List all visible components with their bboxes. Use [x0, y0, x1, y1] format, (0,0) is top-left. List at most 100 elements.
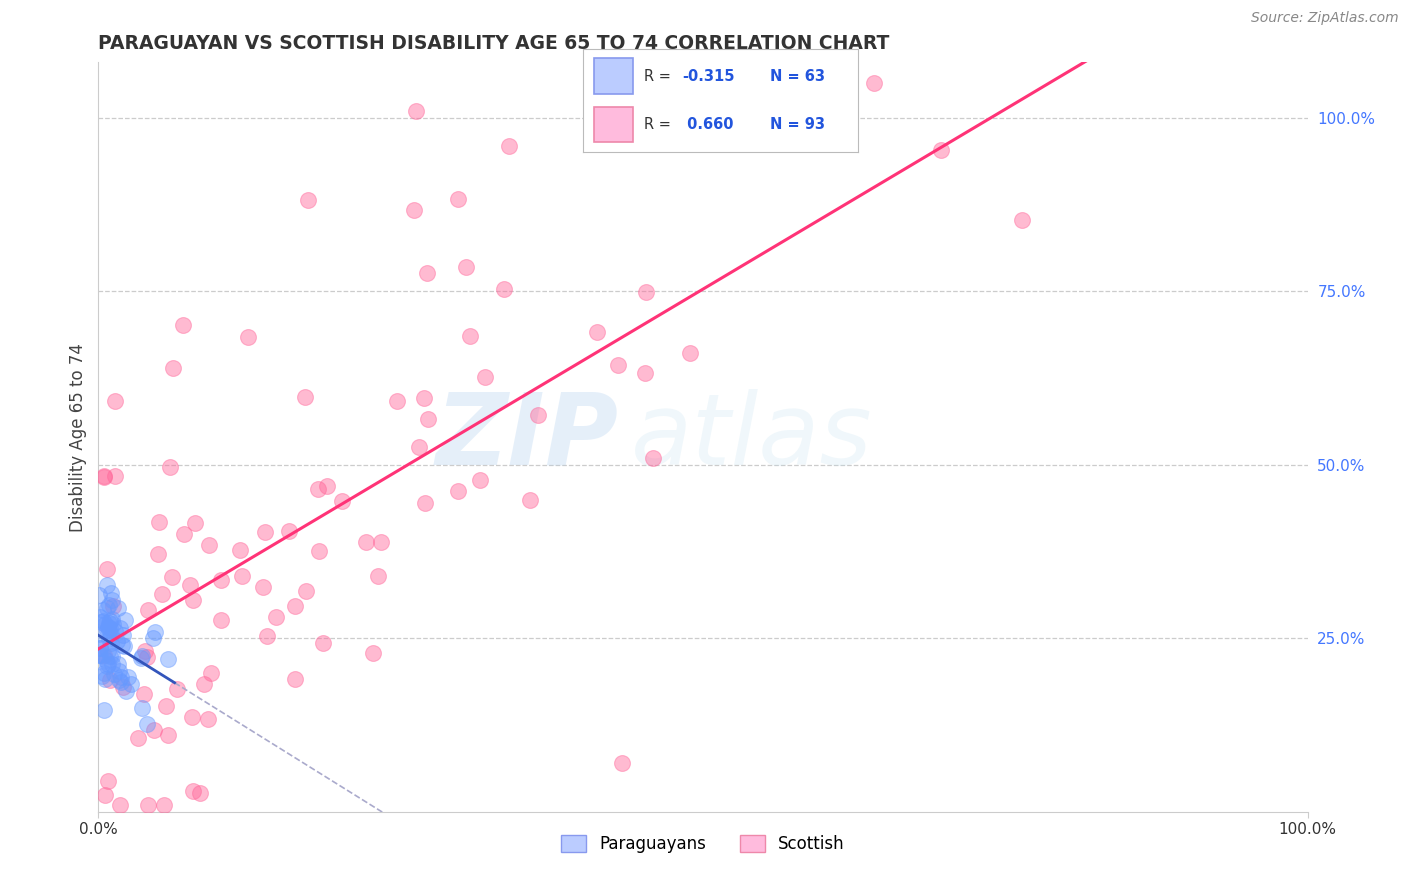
Point — [131, 700, 153, 714]
Point — [100, 585, 122, 599]
Point — [231, 569, 253, 583]
Point — [89, 640, 111, 655]
Point — [100, 635, 122, 649]
Point — [90, 615, 112, 629]
Point — [606, 358, 628, 372]
Point — [413, 496, 436, 510]
Point — [405, 103, 427, 118]
Text: R =: R = — [644, 69, 675, 84]
Point — [136, 602, 159, 616]
Point — [458, 329, 481, 343]
Point — [312, 635, 335, 649]
Point — [307, 483, 329, 497]
Point — [412, 391, 434, 405]
Point — [96, 653, 118, 667]
Point — [94, 617, 117, 632]
Point — [367, 568, 389, 582]
Point — [120, 677, 142, 691]
Point — [315, 479, 337, 493]
Point — [98, 632, 121, 647]
Point — [402, 202, 425, 217]
Point — [155, 699, 177, 714]
Point — [150, 587, 173, 601]
Point — [98, 621, 121, 635]
Point — [134, 643, 156, 657]
Point — [89, 626, 111, 640]
Point — [127, 731, 149, 745]
Point — [108, 664, 131, 678]
Point — [162, 360, 184, 375]
Point — [93, 666, 115, 681]
Text: ZIP: ZIP — [436, 389, 619, 485]
Text: N = 63: N = 63 — [770, 69, 825, 84]
Text: N = 93: N = 93 — [770, 117, 825, 132]
Point — [252, 580, 274, 594]
Point — [98, 614, 121, 628]
Point — [136, 797, 159, 812]
Point — [494, 282, 516, 296]
FancyBboxPatch shape — [595, 106, 633, 143]
Point — [91, 669, 114, 683]
Point — [96, 601, 118, 615]
Text: R =: R = — [644, 117, 675, 132]
Point — [354, 535, 377, 549]
Legend: Paraguayans, Scottish: Paraguayans, Scottish — [554, 828, 852, 860]
Point — [104, 469, 127, 483]
Point — [89, 640, 111, 655]
Point — [108, 621, 131, 635]
Point — [209, 574, 232, 588]
Point — [863, 76, 886, 90]
Point — [98, 615, 121, 630]
Point — [308, 544, 330, 558]
Point — [160, 570, 183, 584]
Point — [179, 578, 201, 592]
Point — [101, 592, 124, 607]
Point — [184, 516, 207, 530]
Point — [87, 648, 110, 663]
Point — [468, 473, 491, 487]
Point — [456, 260, 478, 274]
Point — [156, 652, 179, 666]
Point — [98, 673, 121, 687]
Point — [148, 547, 170, 561]
Text: 0.660: 0.660 — [682, 117, 734, 132]
Point — [93, 468, 115, 483]
Point — [96, 578, 118, 592]
Point — [284, 599, 307, 614]
Point — [101, 649, 124, 664]
Point — [110, 670, 132, 684]
Point — [142, 632, 165, 646]
Point — [108, 797, 131, 812]
Y-axis label: Disability Age 65 to 74: Disability Age 65 to 74 — [69, 343, 87, 532]
Point — [679, 345, 702, 359]
Point — [96, 623, 118, 637]
Point — [93, 648, 115, 662]
Point — [105, 633, 128, 648]
Point — [361, 646, 384, 660]
Point — [447, 483, 470, 498]
FancyBboxPatch shape — [595, 58, 633, 95]
Point — [181, 710, 204, 724]
Point — [253, 525, 276, 540]
Point — [143, 723, 166, 737]
Point — [295, 583, 318, 598]
Point — [188, 786, 211, 800]
Point — [634, 285, 657, 300]
Point — [100, 628, 122, 642]
Point — [96, 659, 118, 673]
Point — [93, 470, 115, 484]
Point — [416, 266, 439, 280]
Point — [181, 784, 204, 798]
Point — [148, 516, 170, 530]
Point — [330, 494, 353, 508]
Point — [108, 673, 131, 687]
Point — [101, 612, 124, 626]
Point — [96, 773, 118, 788]
Point — [1011, 212, 1033, 227]
Point — [193, 677, 215, 691]
Point — [110, 675, 132, 690]
Point — [277, 524, 299, 539]
Point — [297, 194, 319, 208]
Point — [117, 670, 139, 684]
Point — [266, 610, 288, 624]
